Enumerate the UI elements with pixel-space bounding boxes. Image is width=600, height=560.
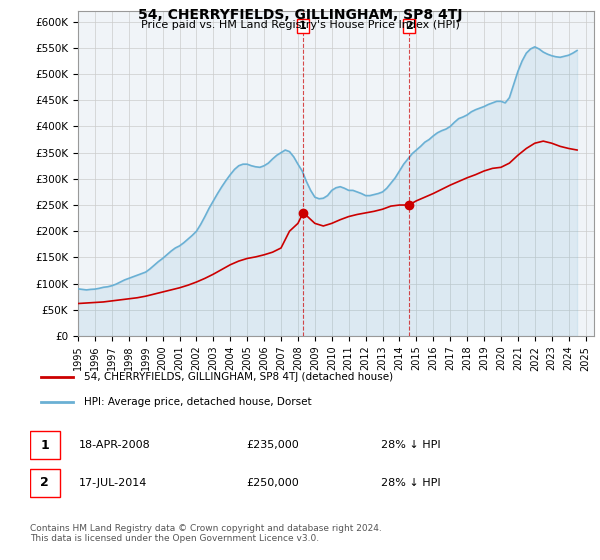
FancyBboxPatch shape — [30, 469, 60, 497]
Text: 1: 1 — [299, 21, 307, 31]
Text: 28% ↓ HPI: 28% ↓ HPI — [381, 440, 440, 450]
Text: 28% ↓ HPI: 28% ↓ HPI — [381, 478, 440, 488]
Text: 17-JUL-2014: 17-JUL-2014 — [79, 478, 147, 488]
Text: 18-APR-2008: 18-APR-2008 — [79, 440, 151, 450]
FancyBboxPatch shape — [30, 431, 60, 459]
Text: HPI: Average price, detached house, Dorset: HPI: Average price, detached house, Dors… — [84, 396, 311, 407]
Text: 2: 2 — [40, 477, 49, 489]
Text: 1: 1 — [40, 438, 49, 452]
Text: Contains HM Land Registry data © Crown copyright and database right 2024.
This d: Contains HM Land Registry data © Crown c… — [30, 524, 382, 543]
Text: Price paid vs. HM Land Registry's House Price Index (HPI): Price paid vs. HM Land Registry's House … — [140, 20, 460, 30]
Text: 2: 2 — [405, 21, 413, 31]
Text: 54, CHERRYFIELDS, GILLINGHAM, SP8 4TJ: 54, CHERRYFIELDS, GILLINGHAM, SP8 4TJ — [138, 8, 462, 22]
Text: 54, CHERRYFIELDS, GILLINGHAM, SP8 4TJ (detached house): 54, CHERRYFIELDS, GILLINGHAM, SP8 4TJ (d… — [84, 372, 393, 382]
Text: £235,000: £235,000 — [246, 440, 299, 450]
Text: £250,000: £250,000 — [246, 478, 299, 488]
